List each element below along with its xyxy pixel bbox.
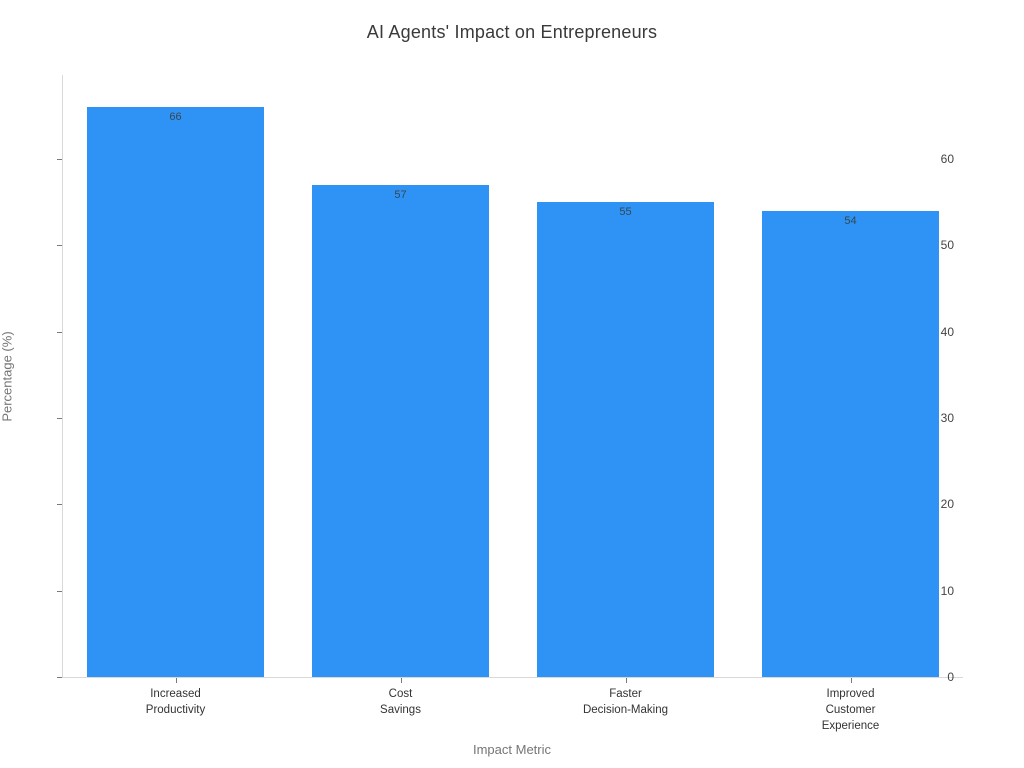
x-tick-label: Cost Savings: [291, 686, 511, 718]
x-tick-label-line: Increased: [150, 688, 201, 700]
y-tick-mark: [57, 245, 62, 247]
bar-value-label: 66: [169, 110, 182, 123]
x-tick-label-line: Savings: [380, 704, 421, 716]
y-tick-label: 10: [940, 583, 954, 598]
chart-title: AI Agents' Impact on Entrepreneurs: [366, 22, 658, 42]
x-tick-mark: [625, 678, 627, 683]
bar: [86, 106, 265, 677]
x-tick-label: Increased Productivity: [66, 686, 286, 718]
x-tick-label-line: Decision-Making: [582, 704, 668, 716]
bar: [311, 184, 490, 677]
x-tick-mark: [850, 678, 852, 683]
y-tick-mark: [57, 590, 62, 592]
y-tick-mark: [57, 331, 62, 333]
y-tick-mark: [57, 677, 62, 678]
y-tick-mark: [57, 504, 62, 506]
y-tick-mark: [57, 158, 62, 160]
y-axis-title: Percentage (%): [0, 331, 15, 422]
x-axis-title: Impact Metric: [472, 742, 551, 757]
y-tick-label: 20: [940, 497, 954, 512]
y-tick-label: 60: [940, 151, 954, 166]
bar-value-label: 54: [844, 214, 857, 227]
y-tick-label: 0: [947, 670, 954, 684]
bar-value-label: 57: [394, 188, 407, 201]
x-tick-label-line: Improved: [826, 688, 875, 700]
x-tick-label-line: Cost: [388, 688, 413, 700]
x-tick-label-line: Experience: [821, 720, 880, 732]
bar: [761, 210, 940, 677]
x-tick-label: Faster Decision-Making: [516, 686, 736, 718]
plot-area: 66 57 55 54 0 10 20 30 40 50 60 Increased Producti…: [57, 75, 963, 732]
x-tick-mark: [175, 678, 177, 683]
x-tick-label-line: Productivity: [145, 704, 206, 716]
x-tick-label-line: Faster: [609, 688, 642, 700]
x-tick-label: Improved Customer Experience: [741, 686, 961, 734]
x-tick-label-line: Customer: [825, 704, 876, 716]
y-tick-label: 30: [940, 410, 954, 425]
x-tick-mark: [400, 678, 402, 683]
bar-value-label: 55: [619, 205, 632, 218]
y-tick-label: 50: [940, 238, 954, 253]
y-tick-mark: [57, 417, 62, 419]
y-tick-label: 40: [940, 324, 954, 339]
bar: [536, 201, 715, 677]
